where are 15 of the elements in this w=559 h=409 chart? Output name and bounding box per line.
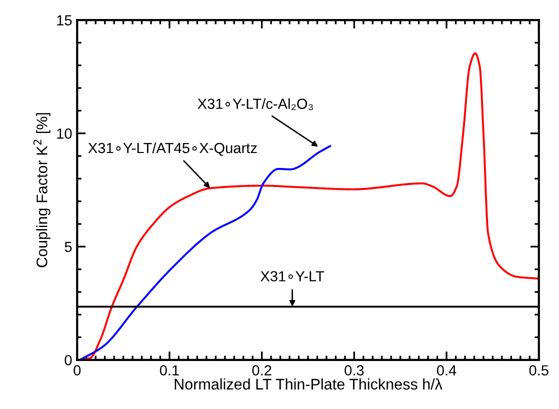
y-tick-label: 0	[64, 355, 72, 366]
x-tick-label: 0.5	[529, 365, 548, 376]
x-axis-title: Normalized LT Thin-Plate Thickness h/λ	[174, 378, 442, 390]
x-tick-label: 0.1	[160, 365, 179, 376]
x-tick-label: 0.3	[344, 365, 364, 376]
annotation: X31∘Y-LT	[260, 271, 324, 282]
y-tick-label: 5	[64, 242, 72, 252]
x-tick-label: 0.2	[252, 365, 272, 376]
annotation: X31∘Y-LT/c-Al₂O₃	[198, 98, 313, 110]
y-axis-title: Coupling Factor K$^{2}$ [%]	[33, 113, 50, 268]
x-tick-label: 0.4	[436, 365, 456, 376]
y-tick-label: 10	[57, 128, 72, 139]
x-tick-label: 0	[74, 365, 81, 376]
y-tick-label: 15	[57, 15, 72, 26]
annotation: X31∘Y-LT/AT45∘X-Quartz	[88, 142, 257, 156]
